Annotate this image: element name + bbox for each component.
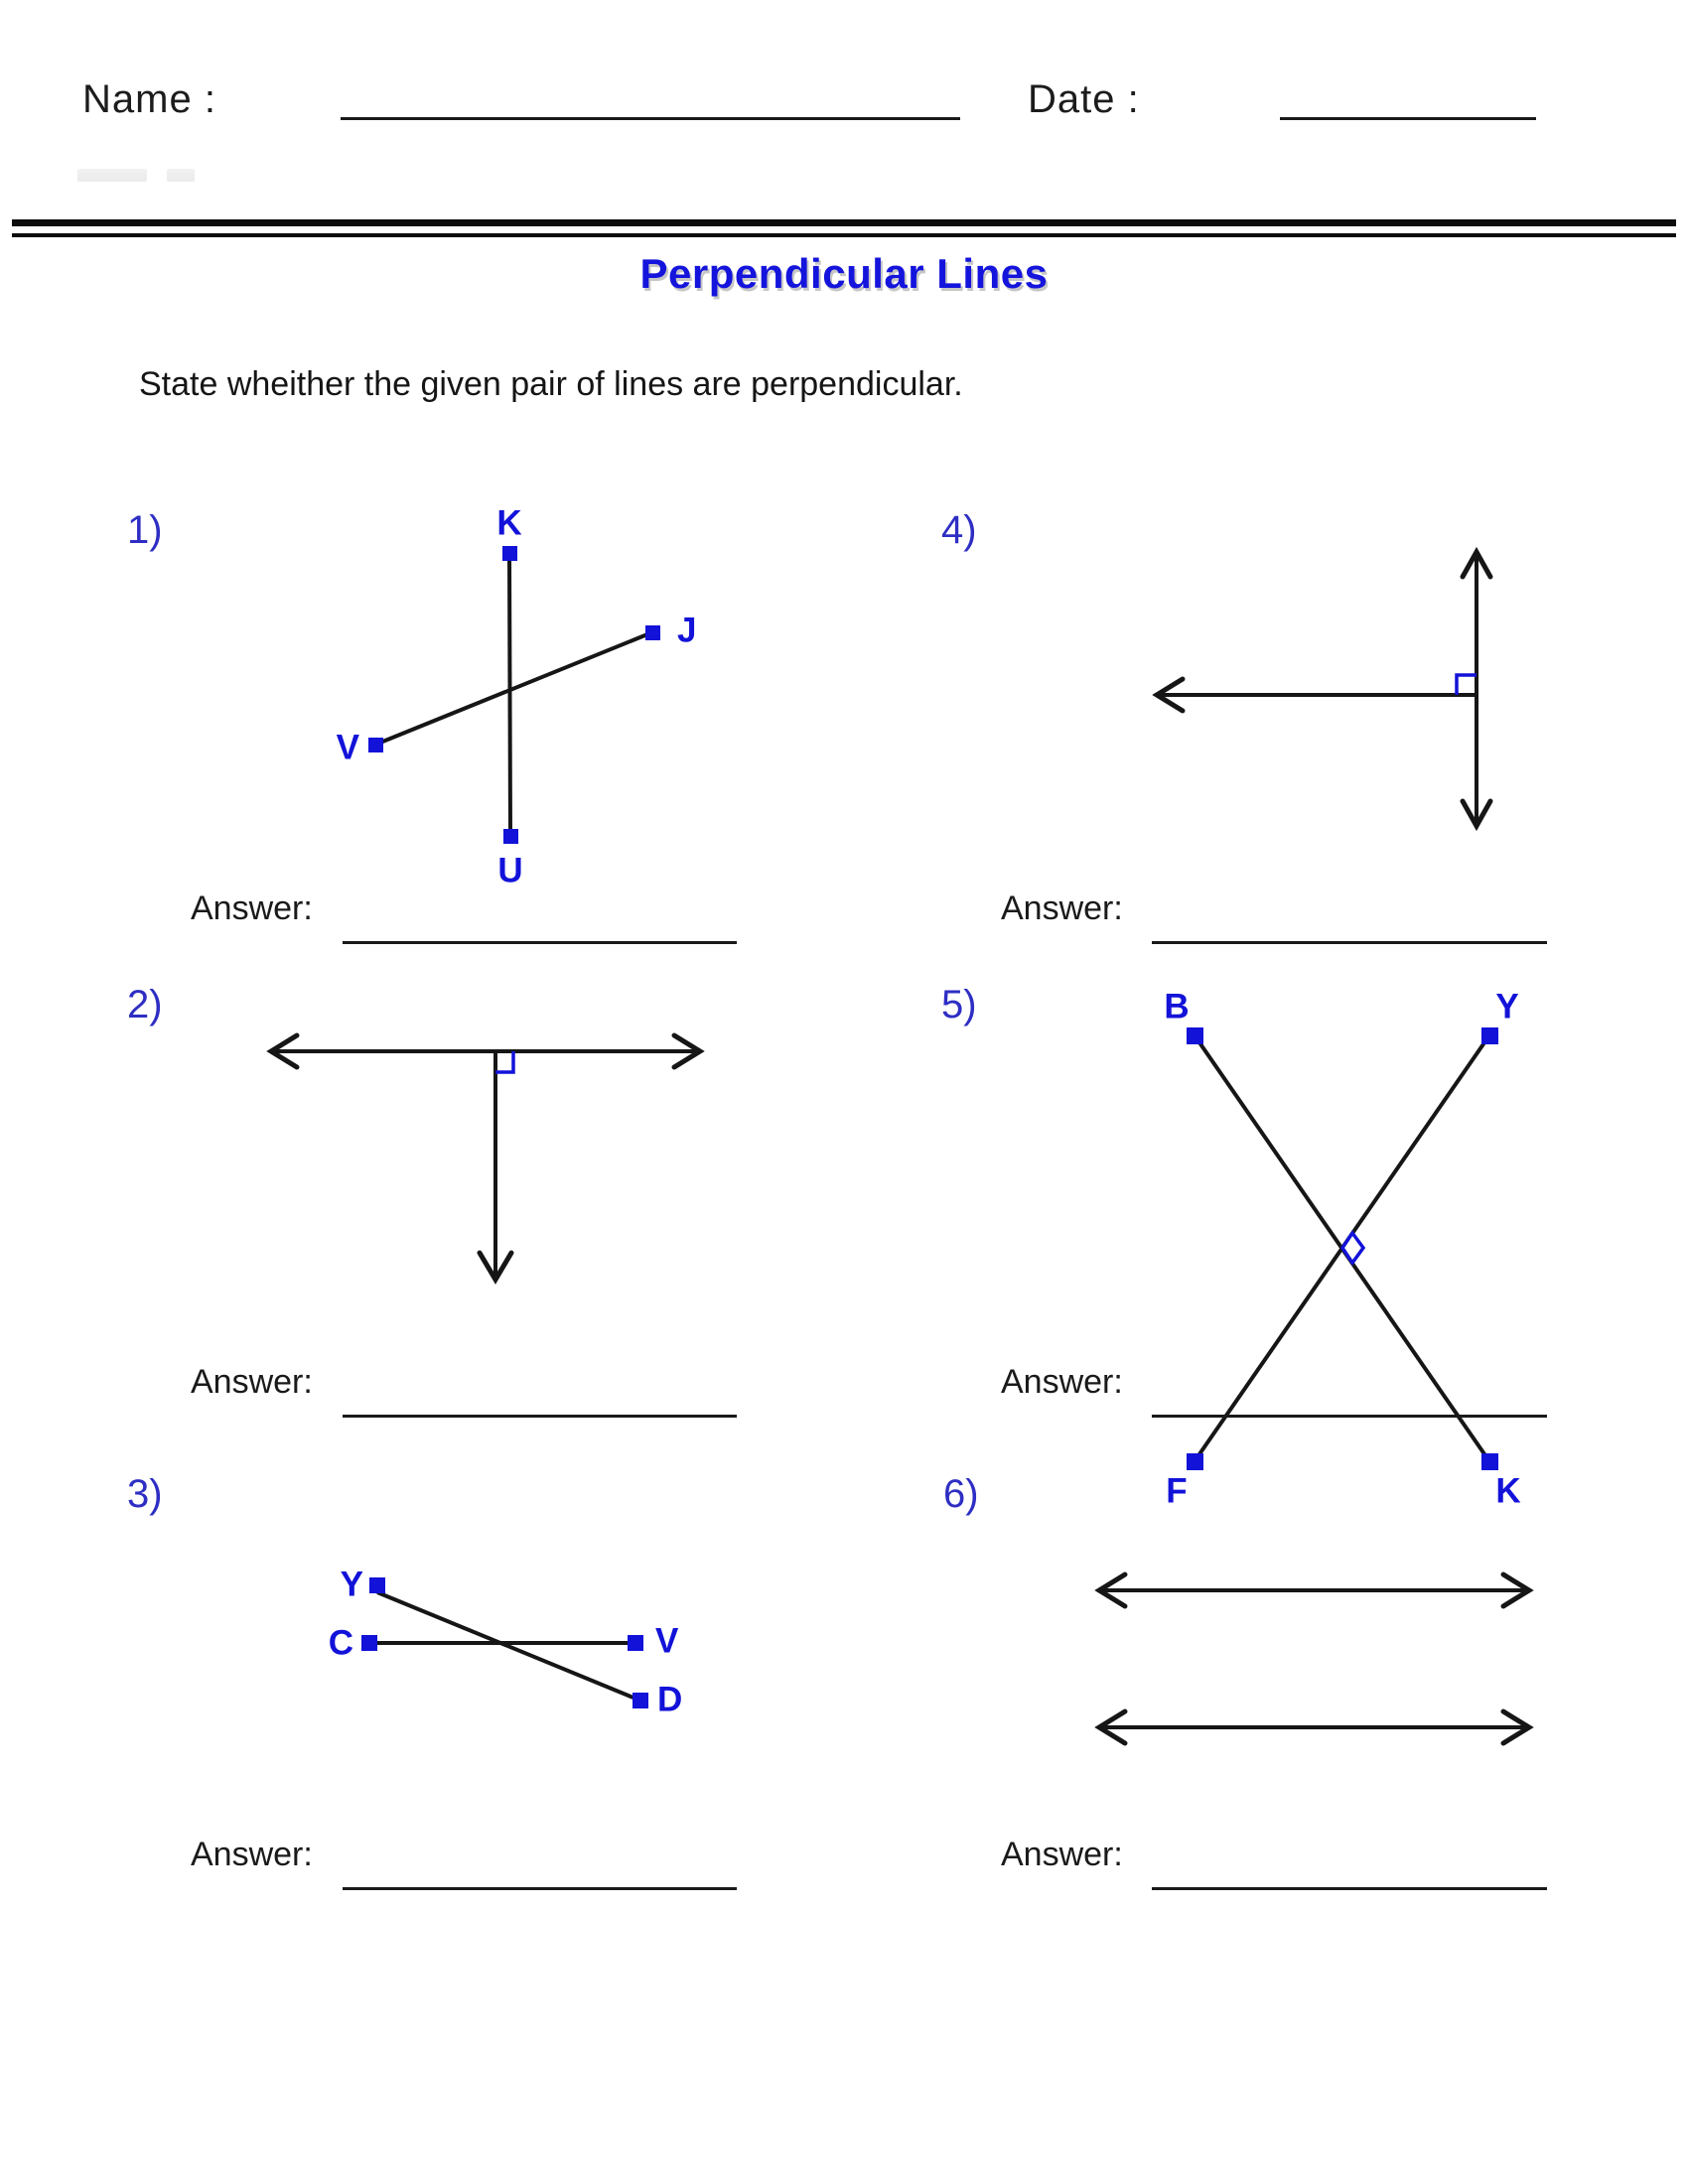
faint-print-artifact: [167, 169, 195, 182]
p6-bottom-left-arrowhead-icon: [1094, 1708, 1128, 1746]
p2-down-arrowhead-icon: [477, 1250, 514, 1285]
answer-2-line[interactable]: [343, 1415, 737, 1418]
p1-point-label-k: K: [496, 503, 522, 543]
p1-point-marker-k: [502, 546, 517, 561]
problem-6-number: 6): [943, 1472, 979, 1516]
p3-point-marker-c: [361, 1635, 377, 1651]
p5-point-marker-b: [1187, 1027, 1203, 1044]
p4-up-arrowhead-icon: [1460, 546, 1493, 580]
answer-6-label: Answer:: [1001, 1836, 1123, 1873]
answer-3-label: Answer:: [191, 1836, 313, 1873]
answer-3-line[interactable]: [343, 1887, 737, 1890]
date-blank-line[interactable]: [1280, 117, 1536, 120]
p3-point-marker-d: [633, 1693, 648, 1708]
p5-point-marker-f: [1187, 1453, 1203, 1470]
problem-1-number: 1): [127, 508, 163, 552]
p5-point-marker-y: [1481, 1027, 1498, 1044]
p2-left-arrowhead-icon: [266, 1032, 300, 1070]
p3-line-yd: [376, 1590, 641, 1703]
answer-5-line[interactable]: [1152, 1415, 1547, 1418]
p5-point-label-b: B: [1164, 987, 1190, 1026]
p5-point-label-k: K: [1495, 1471, 1521, 1511]
p1-point-marker-u: [503, 829, 518, 844]
p2-right-angle-mark-icon: [495, 1051, 515, 1074]
answer-5-label: Answer:: [1001, 1363, 1123, 1401]
problem-4-number: 4): [941, 508, 977, 552]
date-label: Date :: [1028, 77, 1140, 121]
p3-point-label-y: Y: [340, 1565, 363, 1604]
p4-right-angle-mark-icon: [1455, 673, 1477, 695]
name-blank-line[interactable]: [341, 117, 960, 120]
p5-point-label-y: Y: [1495, 987, 1519, 1026]
instruction-text: State wheither the given pair of lines a…: [139, 365, 963, 403]
answer-6-line[interactable]: [1152, 1887, 1547, 1890]
name-label: Name :: [82, 77, 216, 121]
page-title: Perpendicular Lines: [639, 250, 1049, 297]
header-divider-bottom: [12, 233, 1676, 237]
answer-4-label: Answer:: [1001, 889, 1123, 927]
p6-top-left-arrowhead-icon: [1094, 1571, 1128, 1609]
answer-4-line[interactable]: [1152, 941, 1547, 944]
p3-point-label-d: D: [657, 1680, 683, 1719]
p3-point-label-v: V: [655, 1621, 679, 1661]
header-divider-top: [12, 219, 1676, 226]
problem-5-number: 5): [941, 983, 977, 1026]
p5-point-label-f: F: [1166, 1471, 1188, 1511]
answer-1-label: Answer:: [191, 889, 313, 927]
p1-point-label-u: U: [497, 851, 523, 890]
p6-bottom-right-arrowhead-icon: [1500, 1708, 1534, 1746]
answer-2-label: Answer:: [191, 1363, 313, 1401]
p1-line-ku: [507, 552, 512, 837]
answer-1-line[interactable]: [343, 941, 737, 944]
p4-down-arrowhead-icon: [1460, 798, 1493, 832]
p1-point-marker-v: [368, 738, 383, 752]
p6-top-right-arrowhead-icon: [1500, 1571, 1534, 1609]
p3-point-marker-y: [369, 1577, 385, 1593]
p5-right-angle-mark-icon: [1339, 1229, 1366, 1267]
problem-3-number: 3): [127, 1472, 163, 1516]
p1-line-vj: [374, 630, 653, 747]
p3-point-label-c: C: [328, 1623, 353, 1663]
p5-point-marker-k: [1481, 1453, 1498, 1470]
faint-print-artifact: [77, 169, 147, 182]
p2-right-arrowhead-icon: [671, 1032, 705, 1070]
problem-2-number: 2): [127, 983, 163, 1026]
p1-point-marker-j: [645, 625, 660, 640]
p4-left-arrowhead-icon: [1152, 676, 1186, 714]
p1-point-label-v: V: [336, 728, 359, 767]
p3-point-marker-v: [628, 1635, 643, 1651]
p1-point-label-j: J: [677, 611, 697, 650]
